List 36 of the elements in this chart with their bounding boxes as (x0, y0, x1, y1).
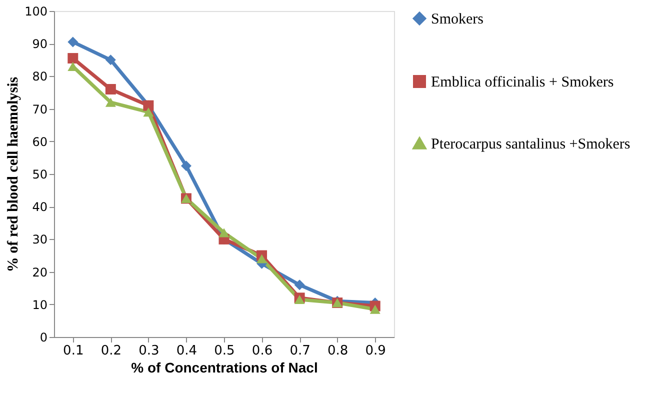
y-tick-label: 90 (32, 37, 48, 52)
point (218, 228, 230, 238)
y-tick-label: 30 (32, 232, 48, 247)
x-tick-label: 0.5 (214, 344, 235, 358)
y-tick-label: 40 (32, 200, 48, 214)
x-axis-title: % of Concentrations of Nacl (131, 360, 318, 376)
x-tick-label: 0.2 (100, 344, 122, 358)
y-tick-label: 50 (32, 168, 48, 182)
point (180, 160, 192, 172)
x-tick-label: 0.6 (252, 344, 273, 358)
x-tick-label: 0.1 (63, 344, 84, 358)
y-tick-label: 80 (32, 70, 48, 84)
x-tick-label: 0.4 (176, 344, 198, 358)
point (256, 254, 268, 264)
point (105, 84, 116, 94)
y-tick-label: 60 (32, 134, 48, 149)
y-tick-label: 20 (32, 265, 48, 280)
y-tick-label: 0 (40, 330, 48, 344)
point (105, 54, 116, 66)
y-tick-label: 10 (32, 298, 48, 312)
point (370, 304, 380, 314)
legend-label: Smokers (431, 12, 484, 28)
x-tick-label: 0.8 (327, 344, 348, 358)
point (143, 108, 154, 117)
y-tick-label: 100 (24, 4, 48, 18)
legend-label: Emblica officinalis + Smokers (431, 74, 614, 90)
point (105, 98, 116, 107)
point (294, 280, 305, 290)
y-axis-title: % of red blood cell haemolysis (6, 76, 22, 272)
x-tick-label: 0.7 (290, 344, 310, 358)
legend-label: Pterocarpus santalinus +Smokers (431, 136, 630, 152)
y-tick-label: 70 (32, 102, 48, 116)
x-tick-label: 0.3 (138, 344, 160, 358)
x-tick-label: 0.9 (365, 344, 386, 358)
point (68, 36, 78, 48)
point (68, 53, 78, 64)
